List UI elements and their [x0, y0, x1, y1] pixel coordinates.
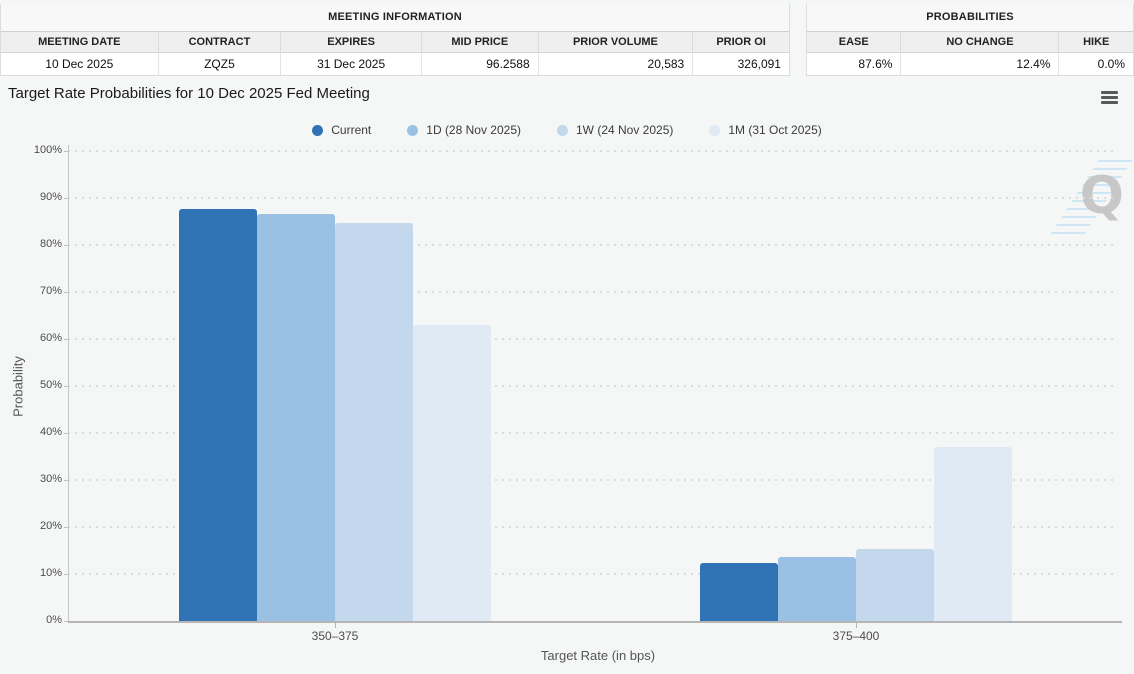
y-tick-label: 0% — [46, 614, 62, 626]
y-axis-tick — [64, 526, 68, 528]
x-axis-line — [68, 621, 1122, 623]
chart-title: Target Rate Probabilities for 10 Dec 202… — [8, 85, 370, 102]
meeting-information-header-row: MEETING DATE CONTRACT EXPIRES MID PRICE PRIO… — [1, 32, 789, 53]
hamburger-bar — [1101, 91, 1118, 94]
column-header-cell: EXPIRES — [281, 32, 422, 53]
data-cell: 0.0% — [1059, 53, 1133, 75]
y-axis-line — [68, 145, 69, 622]
data-cell: 87.6% — [807, 53, 902, 75]
probabilities-header-row: EASE NO CHANGE HIKE — [807, 32, 1133, 53]
y-axis-tick — [64, 338, 68, 340]
legend-item-1m[interactable]: 1M (31 Oct 2025) — [709, 123, 822, 137]
gridline — [68, 290, 1118, 293]
legend-dot-icon — [709, 124, 721, 136]
bar-1w-350-375[interactable] — [335, 222, 413, 621]
legend-item-current[interactable]: Current — [312, 123, 371, 137]
probabilities-table: PROBABILITIES EASE NO CHANGE HIKE 87.6% 12.… — [806, 4, 1134, 76]
y-tick-label: 10% — [39, 566, 62, 579]
y-axis-tick — [64, 385, 68, 387]
hamburger-bar — [1101, 96, 1118, 99]
y-tick-label: 30% — [39, 472, 62, 485]
y-tick-label: 60% — [39, 331, 62, 344]
bar-current-350-375[interactable] — [179, 208, 257, 621]
y-tick-label: 70% — [39, 284, 62, 297]
probabilities-data-row: 87.6% 12.4% 0.0% — [807, 53, 1133, 75]
data-cell: 20,583 — [538, 53, 694, 75]
legend-label: Current — [331, 123, 372, 137]
meeting-information-table: MEETING INFORMATION MEETING DATE CONTRACT… — [0, 4, 790, 76]
y-axis-tick — [64, 621, 68, 622]
legend-label: 1D (28 Nov 2025) — [426, 123, 521, 137]
y-axis-tick — [64, 432, 68, 434]
column-header-cell: MID PRICE — [421, 32, 539, 53]
data-cell: 31 Dec 2025 — [281, 53, 422, 75]
legend-item-1d[interactable]: 1D (28 Nov 2025) — [407, 123, 521, 137]
gridline — [68, 572, 1118, 575]
data-cell: 326,091 — [693, 53, 789, 75]
data-cell: 12.4% — [901, 53, 1060, 75]
column-header-cell: CONTRACT — [158, 32, 282, 53]
bar-1d-375-400[interactable] — [778, 557, 856, 621]
y-tick-label: 40% — [39, 425, 62, 438]
data-cell: ZQZ5 — [158, 53, 282, 75]
y-axis-tick — [64, 573, 68, 575]
legend-dot-icon — [407, 124, 419, 136]
x-category-label: 350–375 — [311, 629, 359, 643]
bar-1d-350-375[interactable] — [257, 214, 335, 621]
summary-tables-row: MEETING INFORMATION MEETING DATE CONTRACT… — [0, 4, 1134, 76]
gridline — [68, 149, 1118, 152]
bar-current-375-400[interactable] — [700, 562, 778, 621]
y-tick-label: 50% — [39, 378, 62, 391]
y-axis-tick — [64, 244, 68, 246]
x-category-label: 375–400 — [832, 629, 880, 643]
gridline — [68, 431, 1118, 434]
legend-label: 1M (31 Oct 2025) — [728, 123, 822, 137]
quikstrike-watermark: Q — [1048, 156, 1133, 242]
x-axis-tick — [856, 623, 857, 628]
y-tick-label: 80% — [39, 237, 62, 250]
y-axis-tick — [64, 291, 68, 293]
bar-1m-375-400[interactable] — [934, 446, 1012, 621]
legend-dot-icon — [556, 124, 568, 136]
column-header-cell: HIKE — [1059, 32, 1133, 53]
column-header-cell: MEETING DATE — [1, 32, 159, 53]
column-header-cell: EASE — [807, 32, 902, 53]
column-header-cell: PRIOR VOLUME — [538, 32, 694, 53]
data-cell: 10 Dec 2025 — [1, 53, 159, 75]
gridline — [68, 478, 1118, 481]
y-tick-label: 100% — [33, 143, 62, 156]
column-header-cell: PRIOR OI — [693, 32, 789, 53]
legend-label: 1W (24 Nov 2025) — [575, 123, 674, 137]
legend-dot-icon — [312, 124, 324, 136]
gridline — [68, 337, 1118, 340]
meeting-information-data-row: 10 Dec 2025 ZQZ5 31 Dec 2025 96.2588 20,583 3… — [1, 53, 789, 75]
gridline — [68, 243, 1118, 246]
gridline — [68, 525, 1118, 528]
bar-1m-350-375[interactable] — [413, 324, 491, 621]
bar-1w-375-400[interactable] — [856, 548, 934, 621]
hamburger-bar — [1101, 101, 1118, 104]
y-tick-label: 90% — [39, 190, 62, 203]
hamburger-menu-icon[interactable] — [1101, 91, 1118, 105]
data-cell: 96.2588 — [421, 53, 539, 75]
gridline — [68, 384, 1118, 387]
y-axis-tick — [64, 150, 68, 152]
y-tick-label: 20% — [39, 519, 62, 532]
y-axis-tick — [64, 479, 68, 481]
legend-item-1w[interactable]: 1W (24 Nov 2025) — [556, 123, 674, 137]
gridline — [68, 196, 1118, 199]
probabilities-title: PROBABILITIES — [807, 4, 1133, 32]
column-header-cell: NO CHANGE — [901, 32, 1060, 53]
x-axis-title: Target Rate (in bps) — [540, 648, 656, 663]
meeting-information-title: MEETING INFORMATION — [1, 4, 789, 32]
y-axis-tick — [64, 197, 68, 199]
chart-legend: Current 1D (28 Nov 2025) 1W (24 Nov 2025) 1… — [0, 122, 1134, 138]
x-axis-tick — [335, 623, 336, 628]
